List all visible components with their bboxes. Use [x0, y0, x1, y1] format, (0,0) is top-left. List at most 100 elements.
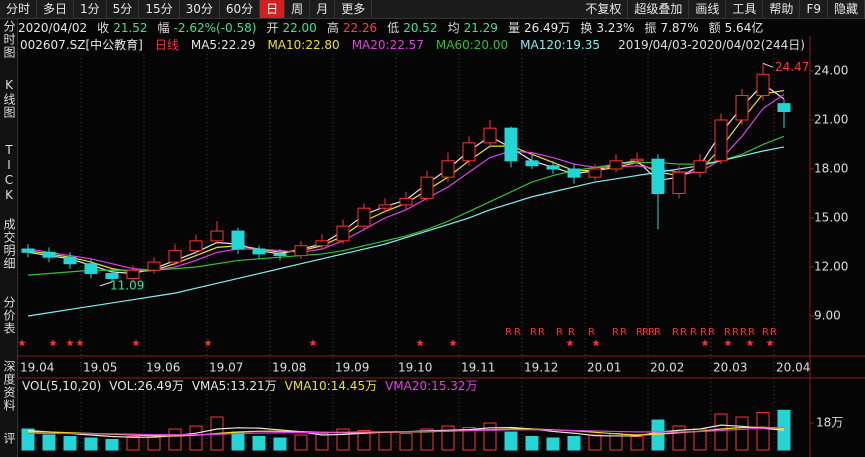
side-tab[interactable]: 深度资料: [2, 360, 16, 412]
annotation-leader: [99, 281, 113, 287]
volume-bar: [231, 431, 245, 451]
info-label: 量: [507, 21, 520, 35]
candle-body: [672, 171, 686, 194]
side-tab[interactable]: K线图: [2, 78, 16, 119]
period-tab[interactable]: 分时: [0, 0, 38, 18]
x-tick-label: 19.04: [20, 361, 54, 375]
period-tab[interactable]: 15分: [139, 0, 180, 18]
volume-bar: [84, 437, 98, 451]
volume-bar: [504, 431, 518, 451]
period-tab[interactable]: 60分: [220, 0, 261, 18]
volume-bar: [63, 436, 77, 451]
info-label: 低: [387, 21, 400, 35]
event-star: [766, 339, 774, 347]
side-tab[interactable]: TICK: [2, 143, 16, 203]
event-star: [66, 339, 74, 347]
ma-line: [28, 426, 785, 436]
info-label: 开: [266, 21, 279, 35]
quote-date: 2020/04/02: [18, 20, 88, 35]
rights-marker: R: [620, 327, 627, 338]
candle-body: [168, 250, 182, 263]
event-star: [309, 339, 317, 347]
event-star: [76, 339, 84, 347]
rights-marker: R: [672, 327, 679, 338]
volume-bar: [315, 433, 329, 451]
candle-body: [462, 142, 476, 162]
y-tick-label: 18.00: [814, 161, 848, 175]
x-tick-label: 19.06: [146, 361, 180, 375]
volume-bar: [588, 434, 602, 451]
candle-body: [210, 230, 224, 242]
event-star: [724, 339, 732, 347]
x-tick-label: 19.11: [461, 361, 495, 375]
side-tab[interactable]: 成交明细: [2, 218, 16, 270]
rights-marker: R: [762, 327, 769, 338]
event-star: [49, 339, 57, 347]
stock-name: [中公教育]: [85, 38, 143, 52]
side-tab[interactable]: 分时图: [2, 20, 16, 59]
info-value: 21.29: [463, 20, 498, 35]
volume-bar: [252, 436, 266, 451]
x-tick-label: 19.08: [272, 361, 306, 375]
volume-bar: [420, 428, 434, 451]
rights-marker: R: [690, 327, 697, 338]
rights-marker: R: [648, 327, 655, 338]
date-range[interactable]: 2019/04/03-2020/04/02(244日): [618, 38, 805, 52]
y-tick-label: 9.00: [814, 308, 841, 322]
period-tab[interactable]: 日: [260, 0, 286, 18]
period-tab[interactable]: 周: [285, 0, 311, 18]
volume-bar: [483, 422, 497, 451]
volume-bar: [714, 413, 728, 451]
rights-marker: R: [642, 327, 649, 338]
volume-legend: VOL(5,10,20) VOL:26.49万 VMA5:13.21万 VMA10…: [22, 377, 478, 394]
info-value: 22.26: [342, 20, 378, 35]
period-tab[interactable]: 5分: [107, 0, 140, 18]
candle-body: [378, 204, 392, 209]
period-tab[interactable]: 30分: [180, 0, 220, 18]
info-value: 20.52: [403, 20, 438, 35]
legend-entry: MA10:22.80: [267, 37, 340, 52]
event-star: [592, 339, 600, 347]
x-tick-label: 20.02: [650, 361, 684, 375]
side-tab[interactable]: 评: [2, 432, 16, 445]
period-tab[interactable]: 月: [310, 0, 336, 18]
volume-bar: [378, 431, 392, 451]
period-tab[interactable]: 多日: [37, 0, 75, 18]
x-tick-label: 19.05: [83, 361, 117, 375]
candle-body: [420, 176, 434, 199]
volume-bar: [105, 439, 119, 451]
legend-entry: MA5:22.29: [190, 37, 256, 52]
period-tab[interactable]: 1分: [74, 0, 107, 18]
event-star: [132, 339, 140, 347]
tool-button[interactable]: 不复权: [579, 0, 629, 18]
candle-body: [630, 158, 644, 162]
rights-marker: R: [654, 327, 661, 338]
sidebar: 分时图 K线图 TICK 成交明细分价表深度资料评: [0, 19, 18, 457]
candle-body: [315, 240, 329, 247]
tool-button[interactable]: 隐藏: [828, 0, 865, 18]
volume-bar: [126, 436, 140, 451]
period-tab[interactable]: 更多: [335, 0, 373, 18]
candle-body: [777, 103, 791, 112]
candle-body: [693, 160, 707, 173]
candle-body: [189, 240, 203, 252]
side-tab[interactable]: 分价表: [2, 296, 16, 335]
volume-bar: [168, 428, 182, 451]
volume-bar: [399, 433, 413, 451]
tool-button[interactable]: 工具: [726, 0, 764, 18]
tool-button[interactable]: F9: [800, 0, 828, 18]
tool-button[interactable]: 画线: [689, 0, 727, 18]
rights-marker: R: [588, 327, 595, 338]
rights-marker: R: [514, 327, 521, 338]
tool-button[interactable]: 超级叠加: [628, 0, 690, 18]
candle-body: [84, 263, 98, 275]
tool-button[interactable]: 帮助: [763, 0, 801, 18]
y-tick-label: 12.00: [814, 259, 848, 273]
tools: 不复权 超级叠加 画线 工具 帮助 F9 隐藏: [579, 0, 865, 18]
legend-entry: VMA20:15.32万: [385, 379, 478, 393]
volume-bar: [525, 436, 539, 451]
ma-legend: 002607.SZ [中公教育] 日线 MA5:22.29 MA10:22.80 M…: [20, 36, 805, 53]
annotation-leader: [762, 62, 774, 68]
info-label: 收: [97, 21, 110, 35]
